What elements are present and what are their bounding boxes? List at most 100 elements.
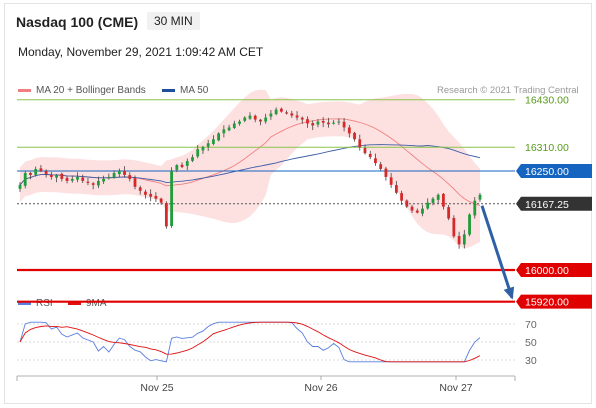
candle-body (311, 123, 315, 126)
candle-body (232, 123, 236, 128)
level-label-bg (516, 196, 592, 211)
level-label-text: 16250.00 (525, 166, 569, 178)
candle-body (259, 119, 262, 122)
candle-body (86, 181, 90, 183)
candle-body (70, 178, 74, 181)
candle-body (18, 184, 22, 189)
legend-ma50: MA 50 (162, 85, 208, 96)
candle-body (269, 113, 273, 117)
9ma-line (19, 321, 481, 363)
level-label-text: 16167.25 (525, 199, 569, 211)
candle-body (478, 194, 482, 200)
candle-body (180, 164, 184, 168)
candle-body (347, 127, 351, 134)
legend-swatch (18, 89, 31, 92)
candle-body (363, 148, 367, 154)
candle-body (133, 178, 137, 187)
x-tick-label: Nov 26 (304, 382, 337, 394)
candle-body (421, 208, 424, 214)
candle-body (238, 121, 241, 124)
research-credit: Research © 2021 Trading Central (437, 85, 579, 96)
candle-body (49, 174, 53, 177)
level-label-text: 16310.00 (525, 142, 569, 154)
candle-body (206, 143, 210, 147)
candle-body (337, 121, 341, 123)
candle-body (389, 177, 393, 185)
candle-body (102, 178, 106, 182)
candle-body (60, 173, 64, 179)
candle-body (212, 139, 215, 144)
candle-body (295, 115, 299, 118)
timeframe-badge[interactable]: 30 MIN (147, 12, 200, 30)
candle-body (138, 187, 142, 191)
candle-body (159, 198, 163, 203)
candle-body (128, 175, 132, 179)
level-label-bg (516, 164, 592, 178)
legend-ma20-bollinger: MA 20 + Bollinger Bands (18, 85, 146, 96)
candle-body (468, 214, 471, 235)
level-label-bg (516, 263, 592, 277)
candle-body (279, 108, 283, 112)
candle-body (196, 149, 200, 157)
level-label-support: 16000.00 (516, 263, 592, 277)
candle-body (91, 183, 95, 185)
legend-swatch (18, 302, 31, 305)
candle-body (217, 133, 221, 141)
candle-body (175, 165, 179, 170)
level-label-text: 16430.00 (525, 95, 569, 107)
candle-body (170, 171, 173, 226)
candle-body (81, 177, 85, 181)
candle-body (436, 194, 440, 200)
level-label-pivot: 16250.00 (516, 164, 592, 178)
level-label-resistance: 16310.00 (525, 142, 569, 154)
candle-body (442, 193, 445, 207)
candle-body (149, 193, 153, 197)
candle-body (117, 171, 121, 175)
candle-body (426, 202, 430, 209)
candle-body (44, 171, 48, 175)
candle-body (394, 185, 398, 193)
candle-body (353, 132, 356, 140)
candle-body (243, 117, 247, 121)
candle-body (154, 195, 158, 199)
candle-body (415, 210, 419, 213)
candle-body (452, 217, 456, 237)
chart-datetime: Monday, November 29, 2021 1:09:42 AM CET (18, 45, 264, 59)
candle-body (39, 168, 43, 171)
legend-label: MA 50 (180, 85, 209, 96)
candle-body (248, 115, 252, 119)
x-tick-label: Nov 27 (439, 382, 472, 394)
candle-body (473, 200, 477, 216)
candle-body (358, 139, 362, 148)
candle-body (34, 169, 38, 175)
candle-body (410, 206, 414, 211)
ma50-line (19, 144, 481, 186)
candle-body (374, 158, 377, 164)
candle-body (457, 236, 461, 245)
candle-body (274, 109, 278, 115)
legend-label: RSI (36, 298, 53, 309)
candle-body (55, 174, 58, 178)
candle-body (107, 176, 111, 179)
level-label-last_price: 16167.25 (516, 196, 592, 211)
candle-body (321, 121, 325, 123)
candle-body (431, 198, 435, 203)
candle-body (97, 180, 100, 186)
candle-body (112, 172, 116, 178)
candle-body (253, 115, 257, 120)
chart-title: Nasdaq 100 (CME) (16, 14, 139, 30)
osc-tick-label: 50 (525, 337, 537, 349)
candle-body (29, 172, 32, 175)
level-label-text: 15920.00 (525, 297, 569, 309)
candle-body (123, 170, 126, 175)
candle-body (379, 164, 383, 170)
candle-body (185, 161, 189, 166)
candle-body (405, 200, 409, 207)
legend-rsi: RSI (18, 298, 53, 309)
candle-body (327, 122, 330, 125)
legend-label: MA 20 + Bollinger Bands (36, 85, 146, 96)
candle-body (144, 191, 147, 195)
candle-body (191, 157, 194, 161)
legend-label: 9MA (86, 298, 107, 309)
